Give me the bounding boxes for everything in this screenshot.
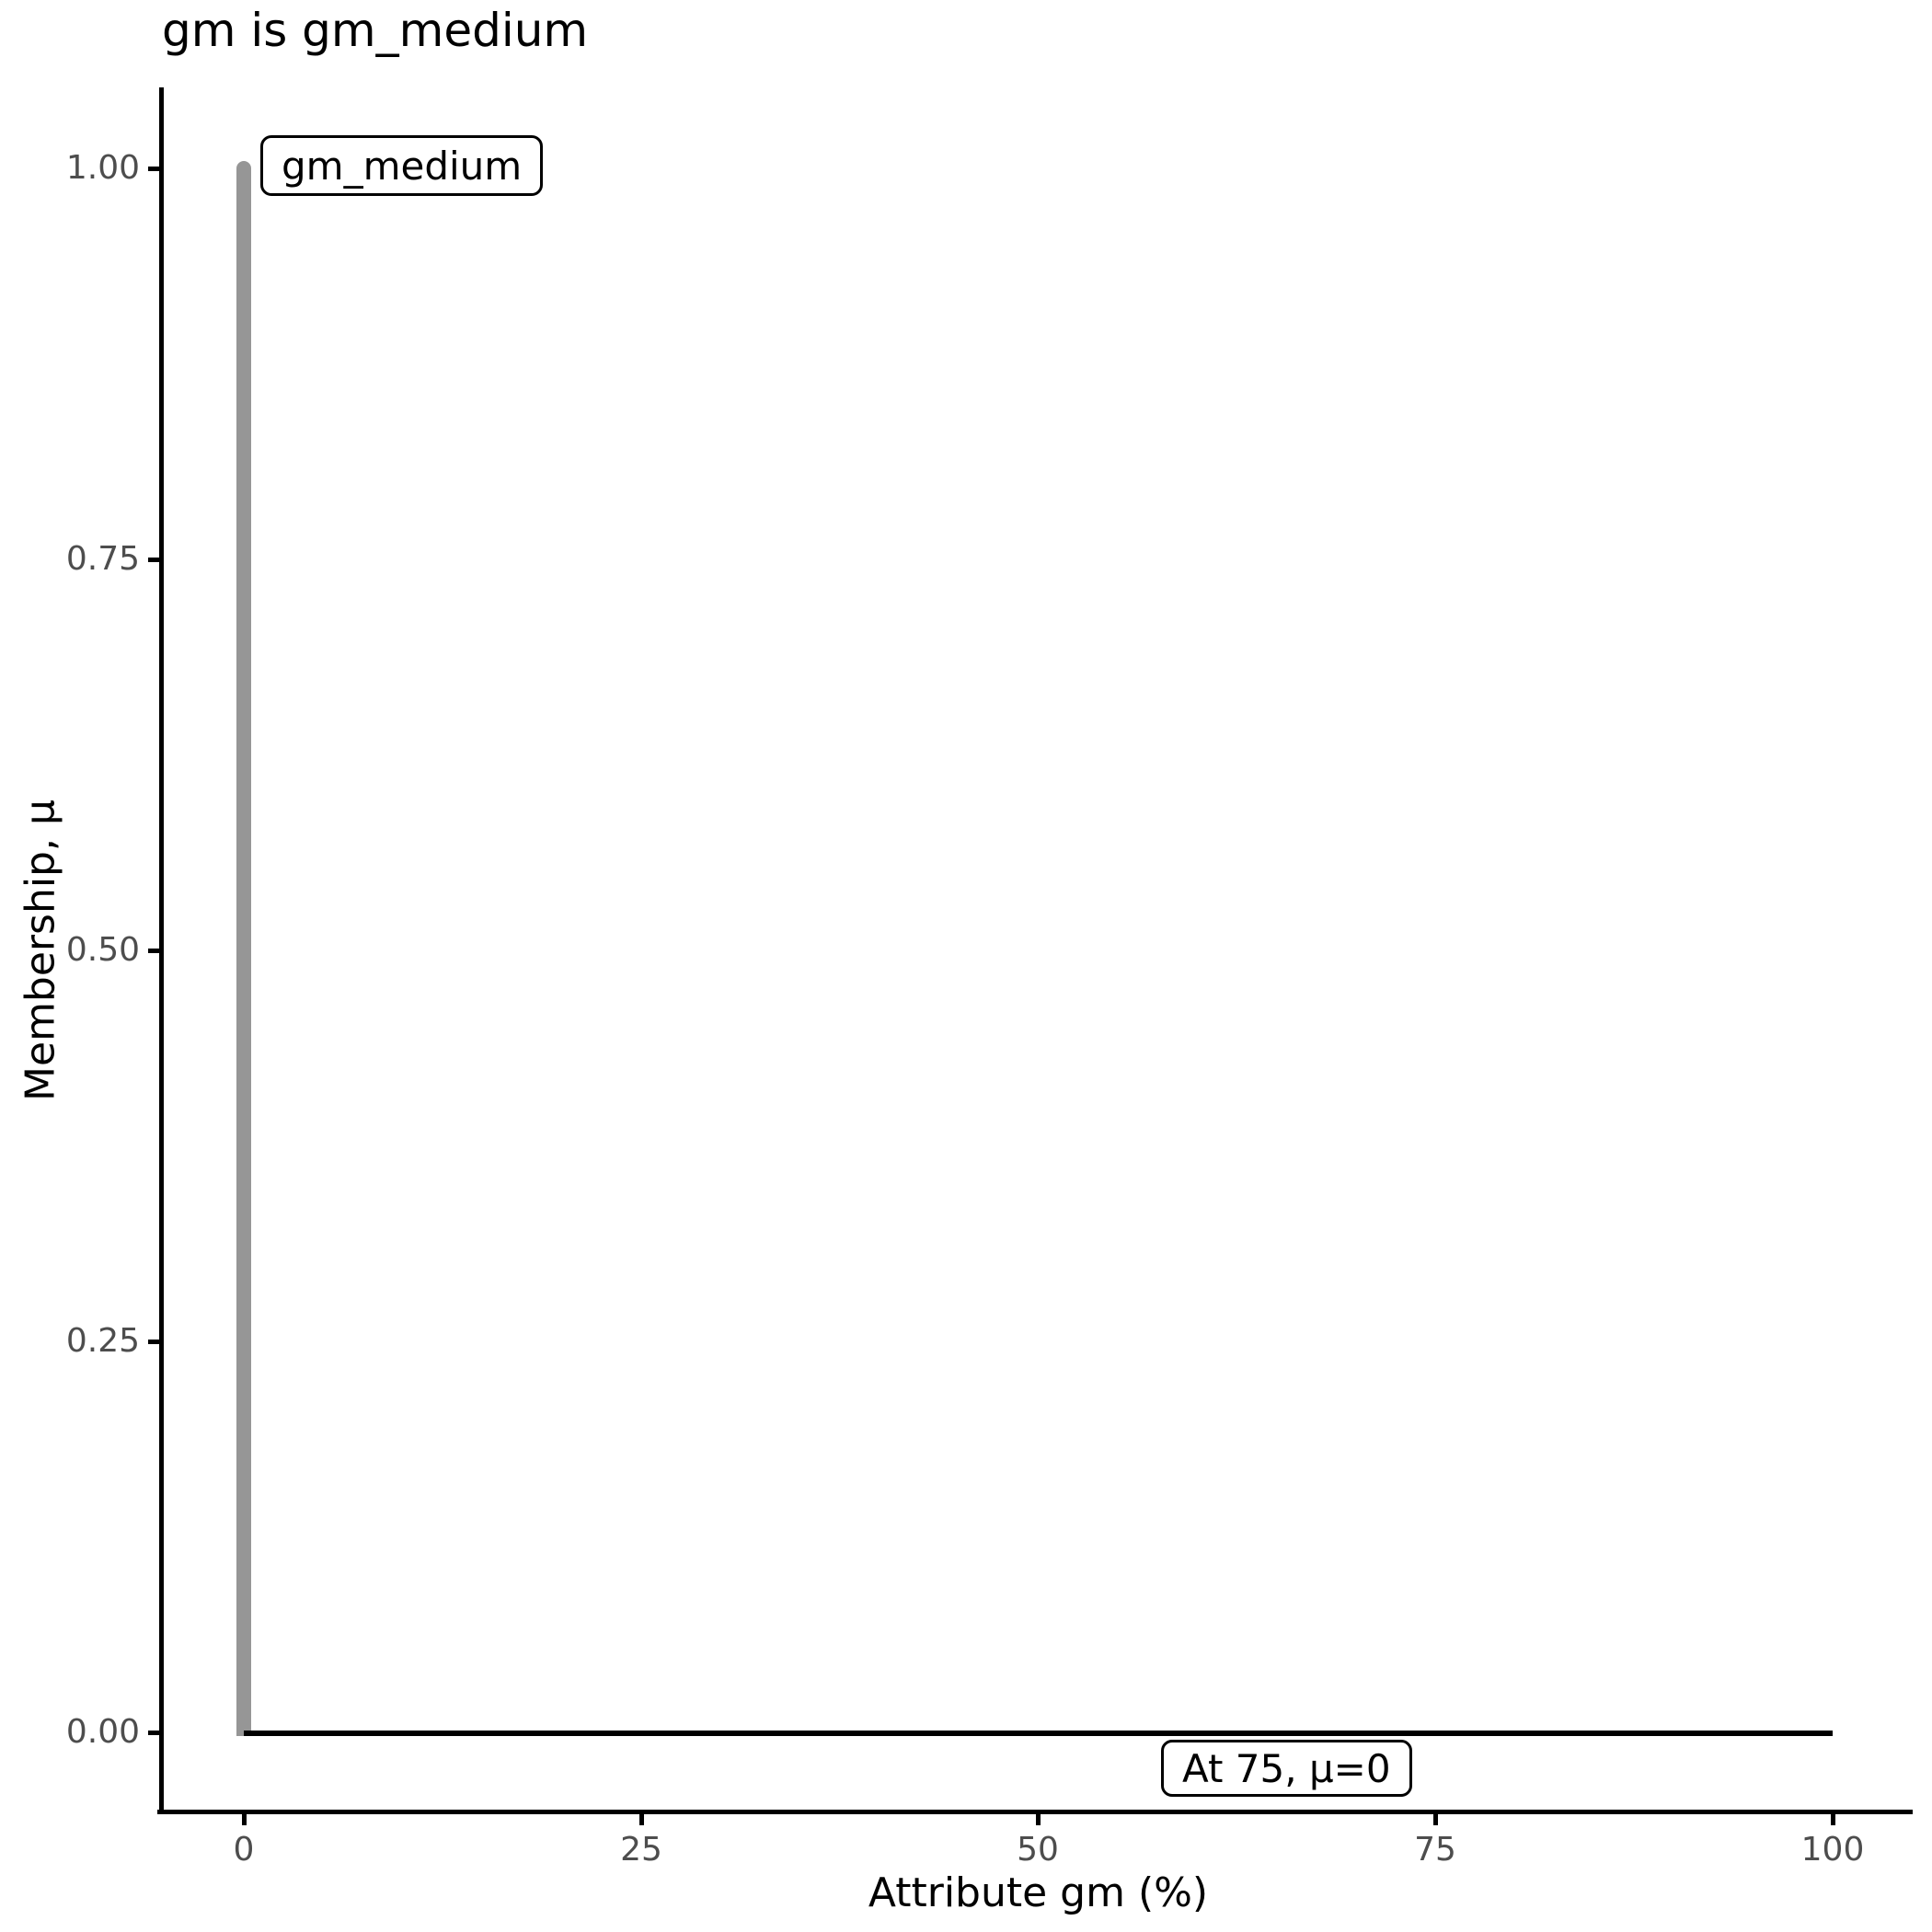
x-tick-mark <box>639 1814 644 1825</box>
y-tick-label: 1.00 <box>65 149 140 187</box>
y-tick-label: 0.25 <box>65 1322 140 1360</box>
x-axis-title: Attribute gm (%) <box>868 1869 1209 1916</box>
x-tick-label: 75 <box>1414 1831 1456 1869</box>
y-tick-label: 0.75 <box>65 540 140 578</box>
x-tick-label: 0 <box>233 1831 255 1869</box>
y-tick-mark <box>148 167 159 171</box>
x-tick-mark <box>1036 1814 1041 1825</box>
y-tick-mark <box>148 1731 159 1735</box>
x-tick-mark <box>242 1814 247 1825</box>
x-tick-label: 25 <box>620 1831 662 1869</box>
x-tick-mark <box>1433 1814 1438 1825</box>
zero-membership-baseline <box>244 1731 1833 1736</box>
membership-at-value-label: At 75, μ=0 <box>1161 1740 1412 1797</box>
x-tick-mark <box>1831 1814 1835 1825</box>
y-tick-mark <box>148 1340 159 1344</box>
y-tick-label: 0.50 <box>65 931 140 969</box>
y-tick-label: 0.00 <box>65 1713 140 1751</box>
x-tick-label: 50 <box>1017 1831 1059 1869</box>
x-tick-label: 100 <box>1800 1831 1865 1869</box>
x-axis-line <box>157 1810 1913 1814</box>
y-tick-mark <box>148 949 159 953</box>
y-axis-title: Membership, μ <box>17 799 64 1101</box>
plot-title: gm is gm_medium <box>162 4 589 57</box>
membership-function-line <box>236 161 251 1736</box>
fuzzy-set-name-label: gm_medium <box>260 135 544 196</box>
y-axis-line <box>159 87 164 1814</box>
y-tick-mark <box>148 558 159 562</box>
